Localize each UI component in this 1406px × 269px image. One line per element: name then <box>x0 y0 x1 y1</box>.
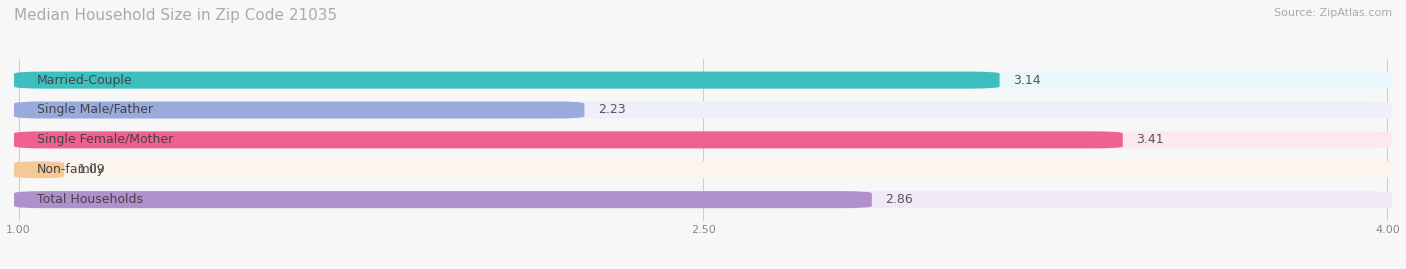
FancyBboxPatch shape <box>14 101 585 119</box>
FancyBboxPatch shape <box>14 72 1000 89</box>
Text: Married-Couple: Married-Couple <box>37 74 132 87</box>
FancyBboxPatch shape <box>14 161 1392 178</box>
FancyBboxPatch shape <box>14 101 1392 119</box>
FancyBboxPatch shape <box>14 131 1392 148</box>
Text: 3.41: 3.41 <box>1136 133 1164 146</box>
Text: Single Male/Father: Single Male/Father <box>37 104 153 116</box>
FancyBboxPatch shape <box>14 72 1392 89</box>
Text: 3.14: 3.14 <box>1014 74 1040 87</box>
Text: Median Household Size in Zip Code 21035: Median Household Size in Zip Code 21035 <box>14 8 337 23</box>
Text: 2.86: 2.86 <box>886 193 914 206</box>
FancyBboxPatch shape <box>14 191 1392 208</box>
Text: Total Households: Total Households <box>37 193 143 206</box>
Text: 2.23: 2.23 <box>598 104 626 116</box>
Text: Source: ZipAtlas.com: Source: ZipAtlas.com <box>1274 8 1392 18</box>
Text: Single Female/Mother: Single Female/Mother <box>37 133 173 146</box>
FancyBboxPatch shape <box>14 191 872 208</box>
Text: Non-family: Non-family <box>37 163 105 176</box>
FancyBboxPatch shape <box>14 161 65 178</box>
Text: 1.09: 1.09 <box>77 163 105 176</box>
FancyBboxPatch shape <box>14 131 1123 148</box>
